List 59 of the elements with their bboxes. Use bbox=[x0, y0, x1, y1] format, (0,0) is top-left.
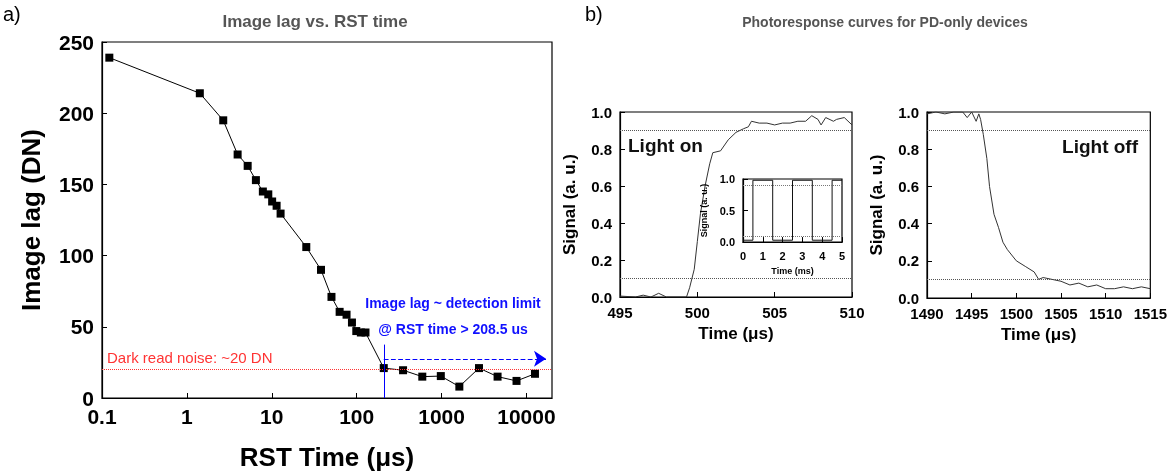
y-tick-label: 0.4 bbox=[898, 215, 920, 233]
y-axis-title: Signal (a. u.) bbox=[699, 183, 710, 238]
x-tick-label: 4 bbox=[819, 249, 827, 262]
x-tick-label: 500 bbox=[684, 304, 710, 321]
x-tick-label: 1000 bbox=[418, 405, 465, 428]
y-axis-title: Signal (a. u.) bbox=[867, 154, 886, 256]
y-tick-label: 0.8 bbox=[898, 140, 919, 158]
annotation: @ RST time > 208.5 us bbox=[378, 321, 528, 337]
x-tick-label: 1515 bbox=[1133, 305, 1167, 322]
text: b) bbox=[585, 3, 603, 25]
ref-line-label: Dark read noise: ~20 DN bbox=[107, 348, 273, 366]
y-tick-label: 0.5 bbox=[719, 204, 735, 217]
x-axis-title: Time (μs) bbox=[1001, 325, 1077, 344]
x-tick-label: 1 bbox=[181, 405, 194, 428]
chart-title: Image lag vs. RST time bbox=[222, 12, 408, 31]
x-tick-label: 495 bbox=[607, 304, 633, 321]
y-tick-label: 1.0 bbox=[898, 103, 919, 121]
y-axis-title: Image lag (DN) bbox=[16, 128, 46, 312]
x-tick-label: 505 bbox=[762, 304, 788, 321]
line-series bbox=[619, 115, 853, 298]
x-tick-label: 1500 bbox=[999, 305, 1034, 322]
y-tick-label: 250 bbox=[58, 30, 94, 54]
annotation: Light on bbox=[628, 135, 703, 156]
annotation: Image lag ~ detection limit bbox=[365, 295, 542, 311]
x-tick-label: 10 bbox=[260, 405, 284, 428]
y-tick-label: 0.0 bbox=[591, 288, 612, 306]
x-tick-label: 0 bbox=[739, 249, 747, 262]
y-tick-label: 0.6 bbox=[591, 177, 612, 195]
y-tick-label: 0.4 bbox=[591, 214, 613, 232]
x-tick-label: 510 bbox=[839, 304, 865, 321]
y-tick-label: 200 bbox=[58, 101, 94, 125]
x-tick-label: 1505 bbox=[1044, 305, 1078, 322]
y-tick-label: 0.0 bbox=[898, 289, 919, 307]
x-tick-label: 10000 bbox=[497, 405, 556, 428]
y-tick-label: 0.2 bbox=[898, 252, 919, 270]
annotation: Light off bbox=[1062, 136, 1139, 157]
x-tick-label: 3 bbox=[799, 249, 806, 262]
x-tick-label: 1495 bbox=[954, 305, 989, 322]
x-tick-label: 5 bbox=[838, 249, 846, 262]
x-tick-label: 100 bbox=[339, 405, 375, 428]
x-tick-label: 1 bbox=[759, 249, 766, 262]
y-tick-label: 0.6 bbox=[898, 177, 919, 195]
x-axis-title: RST Time (μs) bbox=[239, 442, 415, 472]
y-tick-label: 1.0 bbox=[591, 103, 612, 121]
y-tick-label: 50 bbox=[70, 315, 94, 339]
x-axis-title: Time (μs) bbox=[698, 324, 774, 343]
y-tick-label: 1.0 bbox=[719, 173, 735, 185]
x-tick-label: 2 bbox=[779, 249, 786, 262]
y-axis-title: Signal (a. u.) bbox=[560, 153, 579, 256]
y-tick-label: 0.8 bbox=[591, 140, 612, 158]
text: Photoresponse curves for PD-only devices bbox=[742, 14, 1028, 30]
x-tick-label: 1510 bbox=[1088, 305, 1123, 322]
text: a) bbox=[3, 3, 21, 25]
line-series bbox=[926, 111, 1151, 290]
y-tick-label: 150 bbox=[58, 172, 94, 196]
x-axis-title: Time (ms) bbox=[771, 265, 814, 276]
y-tick-label: 0.2 bbox=[591, 251, 612, 269]
x-tick-label: 1490 bbox=[910, 305, 944, 322]
y-tick-label: 0.0 bbox=[719, 236, 735, 249]
